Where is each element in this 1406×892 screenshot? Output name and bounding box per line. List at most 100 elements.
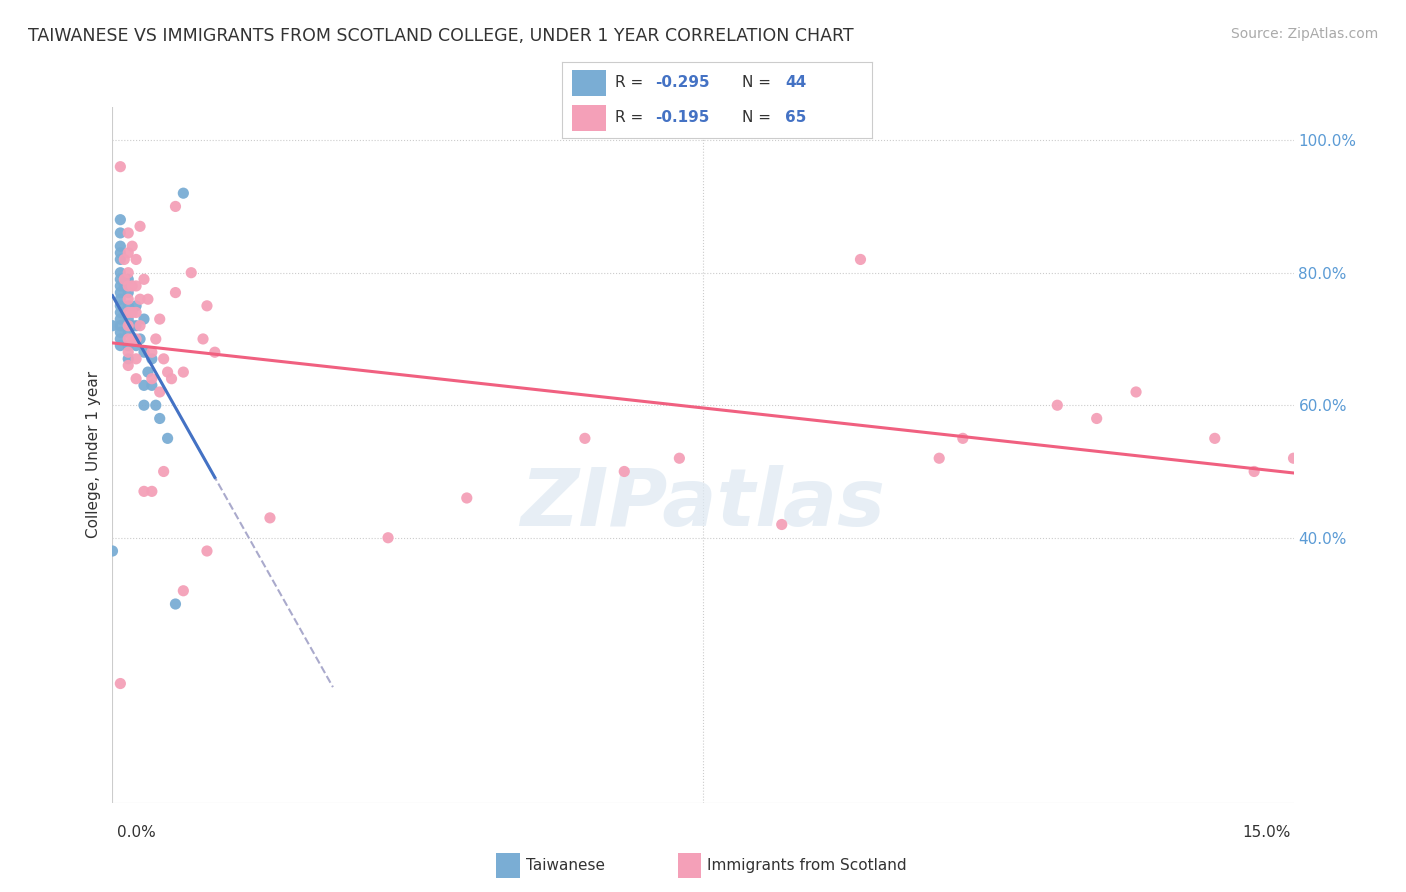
Point bbox=[1125, 384, 1147, 399]
Point bbox=[1204, 431, 1226, 445]
Text: R =: R = bbox=[614, 76, 648, 90]
Point bbox=[117, 245, 139, 260]
Point bbox=[125, 372, 148, 386]
Point bbox=[125, 299, 148, 313]
Point bbox=[110, 312, 132, 326]
Point bbox=[117, 285, 139, 300]
Text: 15.0%: 15.0% bbox=[1243, 825, 1291, 840]
Text: 65: 65 bbox=[785, 111, 807, 125]
Point bbox=[928, 451, 950, 466]
Point bbox=[110, 299, 132, 313]
Point bbox=[849, 252, 872, 267]
Point bbox=[156, 431, 179, 445]
Point bbox=[110, 266, 132, 280]
Point bbox=[101, 544, 124, 558]
Text: N =: N = bbox=[742, 76, 776, 90]
Point bbox=[377, 531, 399, 545]
Text: -0.195: -0.195 bbox=[655, 111, 710, 125]
Point bbox=[456, 491, 478, 505]
Point bbox=[132, 312, 155, 326]
Point bbox=[117, 292, 139, 306]
Point bbox=[195, 544, 218, 558]
Point bbox=[110, 338, 132, 352]
Point bbox=[101, 318, 124, 333]
Point bbox=[152, 351, 174, 366]
Point bbox=[117, 226, 139, 240]
Point bbox=[112, 252, 135, 267]
Text: 44: 44 bbox=[785, 76, 807, 90]
Point bbox=[117, 345, 139, 359]
Point bbox=[172, 365, 194, 379]
Point bbox=[145, 398, 167, 412]
Point bbox=[121, 279, 143, 293]
Point bbox=[152, 465, 174, 479]
Point bbox=[125, 351, 148, 366]
Text: -0.295: -0.295 bbox=[655, 76, 710, 90]
Point bbox=[141, 351, 163, 366]
Point bbox=[110, 305, 132, 319]
Point bbox=[112, 272, 135, 286]
Point bbox=[180, 266, 202, 280]
Point bbox=[110, 332, 132, 346]
Point bbox=[110, 160, 132, 174]
Point bbox=[141, 345, 163, 359]
Point bbox=[770, 517, 793, 532]
Point bbox=[117, 266, 139, 280]
Text: R =: R = bbox=[614, 111, 648, 125]
Point bbox=[117, 332, 139, 346]
Point bbox=[121, 318, 143, 333]
Point bbox=[129, 219, 152, 234]
Point bbox=[668, 451, 690, 466]
Point bbox=[191, 332, 214, 346]
Point bbox=[259, 511, 281, 525]
Point bbox=[117, 312, 139, 326]
Point bbox=[136, 292, 159, 306]
Point bbox=[129, 292, 152, 306]
Point bbox=[125, 338, 148, 352]
Point bbox=[110, 226, 132, 240]
Text: Source: ZipAtlas.com: Source: ZipAtlas.com bbox=[1230, 27, 1378, 41]
Point bbox=[129, 332, 152, 346]
Point bbox=[149, 384, 172, 399]
Point bbox=[110, 318, 132, 333]
Point bbox=[1282, 451, 1305, 466]
Point bbox=[132, 345, 155, 359]
Point bbox=[132, 378, 155, 392]
Point bbox=[125, 279, 148, 293]
Point bbox=[1243, 465, 1265, 479]
Point bbox=[110, 326, 132, 340]
Text: 0.0%: 0.0% bbox=[117, 825, 156, 840]
Point bbox=[121, 332, 143, 346]
Point bbox=[117, 305, 139, 319]
Point bbox=[132, 272, 155, 286]
Bar bbox=[572, 70, 606, 95]
Point bbox=[145, 332, 167, 346]
Text: ZIPatlas: ZIPatlas bbox=[520, 465, 886, 542]
Point bbox=[141, 378, 163, 392]
Point bbox=[117, 272, 139, 286]
Point bbox=[125, 332, 148, 346]
Point bbox=[165, 285, 187, 300]
Point bbox=[165, 597, 187, 611]
Point bbox=[125, 305, 148, 319]
Text: Immigrants from Scotland: Immigrants from Scotland bbox=[707, 858, 907, 872]
Point bbox=[112, 279, 135, 293]
Point bbox=[172, 583, 194, 598]
Bar bbox=[496, 853, 520, 878]
Point bbox=[172, 186, 194, 201]
Point bbox=[117, 326, 139, 340]
Point bbox=[110, 245, 132, 260]
Point bbox=[136, 365, 159, 379]
Point bbox=[125, 252, 148, 267]
Text: Taiwanese: Taiwanese bbox=[526, 858, 605, 872]
Point bbox=[117, 318, 139, 333]
Point bbox=[129, 318, 152, 333]
Point bbox=[117, 279, 139, 293]
Point bbox=[117, 359, 139, 373]
Point bbox=[117, 351, 139, 366]
Point bbox=[165, 199, 187, 213]
Point bbox=[110, 272, 132, 286]
Point bbox=[1046, 398, 1069, 412]
Point bbox=[110, 252, 132, 267]
Point bbox=[132, 398, 155, 412]
